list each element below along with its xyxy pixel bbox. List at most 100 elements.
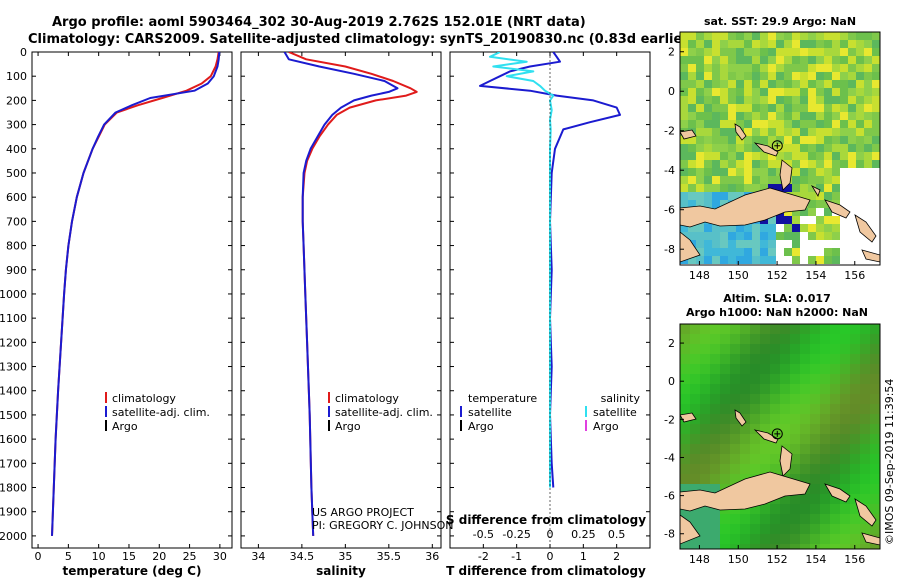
sst-cell	[712, 184, 720, 192]
sla-cell	[730, 544, 740, 549]
sst-cell	[768, 216, 776, 224]
sla-cell	[810, 434, 820, 444]
sla-cell	[830, 514, 840, 524]
sst-cell	[752, 144, 760, 152]
sla-cell	[810, 464, 820, 474]
sst-cell	[768, 176, 776, 184]
sst-cell	[808, 192, 816, 200]
sla-cell	[810, 404, 820, 414]
sst-cell	[704, 96, 712, 104]
sst-land	[680, 123, 880, 263]
sst-cell	[808, 136, 816, 144]
sst-cell	[704, 232, 712, 240]
sst-cell	[752, 72, 760, 80]
map-x-tick-label: 154	[805, 269, 826, 282]
sst-cell	[728, 240, 736, 248]
sla-cell	[750, 324, 760, 334]
sst-cell	[768, 184, 776, 192]
sst-cell	[704, 248, 712, 256]
sst-cell	[832, 32, 840, 40]
sst-cell	[720, 224, 728, 232]
sst-cell	[680, 88, 688, 96]
sla-cell	[860, 344, 870, 354]
sla-cell	[860, 324, 870, 334]
sst-cell	[864, 176, 872, 184]
sla-map	[680, 324, 880, 549]
sla-cell	[830, 354, 840, 364]
sst-cell	[816, 240, 824, 248]
sst-cell	[848, 64, 856, 72]
sst-cell	[856, 184, 864, 192]
x-tick-label: 36	[425, 550, 439, 563]
sst-cell	[832, 176, 840, 184]
sla-cell	[790, 524, 800, 534]
sst-cell	[872, 72, 880, 80]
sst-cell	[824, 136, 832, 144]
sst-cell	[872, 248, 880, 256]
sla-cell	[850, 404, 860, 414]
sla-cell	[810, 354, 820, 364]
sst-cell	[752, 152, 760, 160]
sst-cell	[832, 72, 840, 80]
sst-cell	[824, 192, 832, 200]
sst-cell	[832, 240, 840, 248]
sla-cell	[860, 354, 870, 364]
sla-cell	[870, 424, 880, 434]
depth-axis: 0 100 200 300 400 500 600 700 800 900 1000 1100 1200…	[0, 46, 650, 543]
sla-cell	[690, 374, 700, 384]
legend-satellite-swatch	[105, 406, 107, 417]
sst-cell	[816, 184, 824, 192]
sla-cell	[800, 394, 810, 404]
sst-cell	[680, 80, 688, 88]
sst-cell	[752, 184, 760, 192]
sla-cell	[860, 444, 870, 454]
sla-cell	[680, 374, 690, 384]
sla-cell	[710, 394, 720, 404]
sst-cell	[824, 240, 832, 248]
sla-cell	[850, 464, 860, 474]
sla-cell	[820, 474, 830, 484]
sla-field	[680, 324, 880, 549]
sst-cell	[720, 144, 728, 152]
sla-cell	[820, 524, 830, 534]
sst-cell	[808, 232, 816, 240]
sst-cell	[864, 48, 872, 56]
sst-cell	[744, 32, 752, 40]
x-tick-label: 20	[152, 550, 166, 563]
sla-cell	[700, 464, 710, 474]
sla-cell	[760, 324, 770, 334]
sst-cell	[800, 64, 808, 72]
sla-cell	[820, 494, 830, 504]
sst-cell	[872, 144, 880, 152]
sla-cell	[790, 544, 800, 549]
sst-cell	[760, 176, 768, 184]
legend-sal-satellite-label: satellite	[593, 406, 637, 419]
sst-cell	[704, 200, 712, 208]
sst-cell	[784, 232, 792, 240]
sla-cell	[830, 434, 840, 444]
sst-cell	[824, 144, 832, 152]
sla-cell	[700, 374, 710, 384]
sst-cell	[848, 192, 856, 200]
sst-cell	[848, 184, 856, 192]
sst-cell	[760, 72, 768, 80]
sla-cell	[780, 544, 790, 549]
sst-cell	[728, 64, 736, 72]
sla-cell	[760, 384, 770, 394]
sla-cell	[800, 434, 810, 444]
sla-cell	[760, 504, 770, 514]
legend-climatology-swatch	[328, 392, 330, 403]
sla-cell	[710, 384, 720, 394]
sla-cell	[790, 444, 800, 454]
sst-cell	[752, 104, 760, 112]
sla-cell	[790, 534, 800, 544]
sla-cell	[830, 384, 840, 394]
sla-cell	[870, 484, 880, 494]
sst-cell	[808, 152, 816, 160]
sst-cell	[744, 64, 752, 72]
sst-cell	[704, 64, 712, 72]
sla-cell	[770, 454, 780, 464]
x-tick-label: 35	[338, 550, 352, 563]
sla-cell	[800, 464, 810, 474]
map-x-tick-label: 154	[805, 553, 826, 566]
